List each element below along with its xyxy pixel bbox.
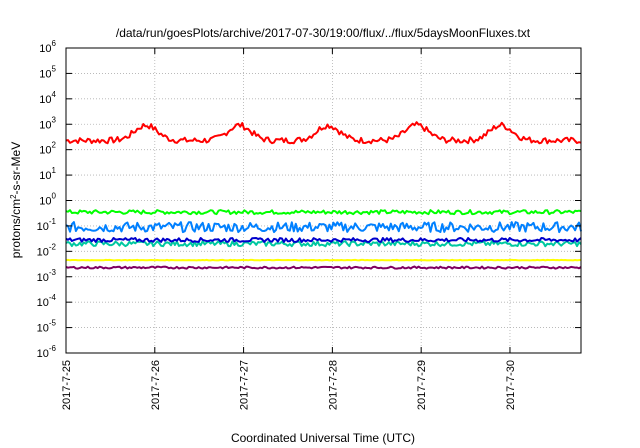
- y-tick-label: 101: [39, 166, 56, 182]
- y-tick-label: 10-3: [37, 268, 57, 284]
- x-axis: 2017-7-25 2017-7-26 2017-7-27 2017-7-28 2017…: [61, 48, 517, 410]
- y-tick-label: 100: [39, 192, 56, 208]
- series-group: [65, 121, 582, 270]
- series-line-0: [65, 121, 582, 145]
- series-line-6: [65, 265, 582, 270]
- y-axis-label-post: -s-sr-MeV: [9, 142, 23, 195]
- chart-title: /data/run/goesPlots/archive/2017-07-30/1…: [116, 26, 531, 40]
- y-tick-label: 102: [39, 141, 56, 157]
- plot-frame: [65, 47, 582, 354]
- x-tick-label: 2017-7-28: [327, 360, 339, 410]
- series-line-4: [65, 237, 582, 243]
- y-tick-label: 10-2: [37, 242, 57, 258]
- x-tick-label: 2017-7-25: [61, 360, 73, 410]
- x-tick-label: 2017-7-30: [505, 360, 517, 410]
- y-tick-label: 106: [39, 39, 56, 55]
- y-axis-label-pre: protons/cm: [9, 199, 23, 258]
- x-tick-label: 2017-7-27: [239, 360, 251, 410]
- y-axis-label-sup: 2: [9, 194, 18, 199]
- y-tick-label: 10-5: [37, 319, 57, 335]
- series-line-1: [65, 209, 582, 216]
- series-line-2: [65, 221, 582, 234]
- x-tick-label: 2017-7-29: [416, 360, 428, 410]
- series-line-5: [65, 258, 582, 262]
- y-axis-label: protons/cm2-s-sr-MeV: [9, 142, 24, 258]
- y-tick-label: 10-4: [37, 293, 57, 309]
- x-tick-label: 2017-7-26: [150, 360, 162, 410]
- y-axis: 10-6 10-5 10-4 10-3 10-2 10-1 100 101 102 103 104 1…: [37, 39, 581, 360]
- y-tick-label: 105: [39, 64, 56, 80]
- y-tick-label: 104: [39, 90, 56, 106]
- y-tick-label: 10-6: [37, 344, 57, 360]
- y-tick-label: 103: [39, 115, 56, 131]
- grid: [65, 48, 581, 353]
- x-axis-label: Coordinated Universal Time (UTC): [231, 431, 415, 445]
- y-tick-label: 10-1: [37, 217, 57, 233]
